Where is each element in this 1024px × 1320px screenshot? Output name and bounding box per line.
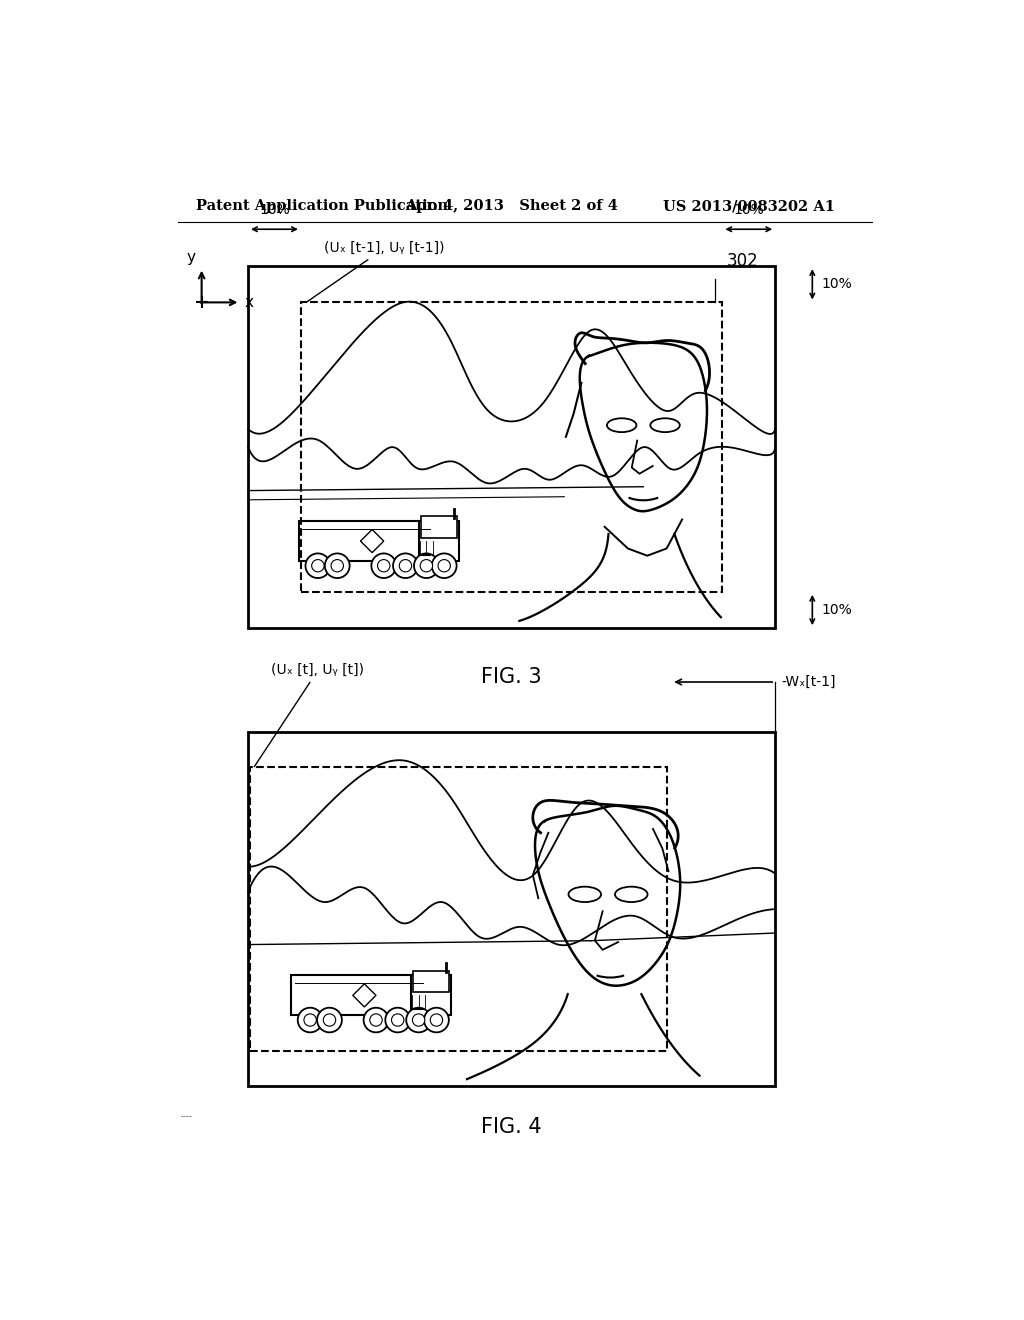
Text: 10%: 10% — [821, 603, 852, 616]
Bar — [248, 733, 775, 1086]
Circle shape — [364, 1007, 388, 1032]
Bar — [301, 302, 722, 591]
Text: y: y — [186, 251, 196, 265]
Circle shape — [331, 560, 343, 572]
Circle shape — [424, 1007, 449, 1032]
Bar — [421, 516, 457, 539]
Bar — [248, 267, 775, 628]
Circle shape — [432, 553, 457, 578]
Circle shape — [324, 1014, 336, 1026]
Circle shape — [317, 1007, 342, 1032]
Circle shape — [298, 1007, 323, 1032]
Text: 10%: 10% — [821, 277, 852, 292]
Text: 10%: 10% — [733, 203, 764, 216]
Bar — [411, 975, 452, 1015]
Text: FIG. 4: FIG. 4 — [481, 1117, 542, 1137]
Circle shape — [378, 560, 390, 572]
Bar — [250, 767, 668, 1051]
Text: ----: ---- — [180, 1113, 193, 1122]
Circle shape — [385, 1007, 410, 1032]
Circle shape — [430, 1014, 442, 1026]
Circle shape — [414, 553, 438, 578]
Ellipse shape — [615, 887, 647, 902]
Circle shape — [305, 553, 331, 578]
Text: -Wₓ[t-1]: -Wₓ[t-1] — [781, 675, 836, 689]
Circle shape — [311, 560, 324, 572]
Circle shape — [413, 1014, 425, 1026]
Circle shape — [370, 1014, 382, 1026]
Circle shape — [372, 553, 396, 578]
Bar — [291, 975, 426, 1015]
Text: US 2013/0083202 A1: US 2013/0083202 A1 — [663, 199, 835, 213]
Text: 10%: 10% — [259, 203, 290, 216]
Bar — [299, 521, 434, 561]
Circle shape — [420, 560, 432, 572]
Text: 302: 302 — [726, 252, 758, 271]
Polygon shape — [352, 983, 376, 1007]
Text: x: x — [245, 294, 253, 310]
Text: (Uₓ [t], Uᵧ [t]): (Uₓ [t], Uᵧ [t]) — [254, 664, 365, 767]
Circle shape — [393, 553, 418, 578]
Polygon shape — [360, 529, 384, 553]
Text: Patent Application Publication: Patent Application Publication — [197, 199, 449, 213]
Circle shape — [304, 1014, 316, 1026]
Ellipse shape — [650, 418, 680, 432]
Circle shape — [438, 560, 451, 572]
Circle shape — [391, 1014, 403, 1026]
Ellipse shape — [607, 418, 636, 432]
Bar — [414, 970, 449, 993]
Text: (Uₓ [t-1], Uᵧ [t-1]): (Uₓ [t-1], Uᵧ [t-1]) — [306, 242, 444, 302]
Circle shape — [325, 553, 349, 578]
Bar — [419, 521, 459, 561]
Circle shape — [407, 1007, 431, 1032]
Ellipse shape — [568, 887, 601, 902]
Text: FIG. 3: FIG. 3 — [481, 667, 542, 686]
Text: Apr. 4, 2013   Sheet 2 of 4: Apr. 4, 2013 Sheet 2 of 4 — [406, 199, 618, 213]
Circle shape — [399, 560, 412, 572]
